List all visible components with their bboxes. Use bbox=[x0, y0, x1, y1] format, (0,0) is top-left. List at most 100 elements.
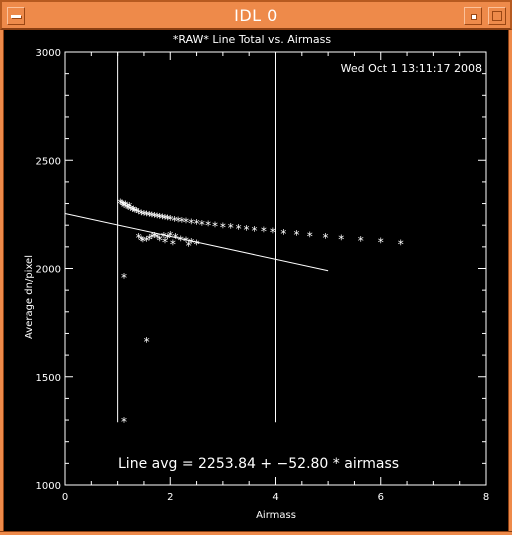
data-point: * bbox=[322, 231, 328, 245]
data-points: ****************************** * * * * * * * * * *… bbox=[117, 197, 403, 430]
data-point: * bbox=[136, 206, 142, 220]
window-titlebar[interactable]: IDL 0 bbox=[0, 0, 512, 30]
plot-canvas: *RAW* Line Total vs. Airmass Wed Oct 1 1… bbox=[4, 30, 508, 531]
data-point: * bbox=[121, 200, 127, 214]
data-point: * bbox=[132, 205, 138, 219]
data-point: * bbox=[125, 202, 131, 216]
x-axis-label: Airmass bbox=[256, 510, 296, 521]
data-point: * bbox=[170, 238, 176, 252]
data-point: * bbox=[165, 213, 171, 227]
plot-background bbox=[4, 30, 508, 531]
data-point: * bbox=[171, 214, 177, 228]
data-point: * bbox=[126, 200, 132, 214]
y-axis-label: Average dn/pixel bbox=[24, 255, 35, 339]
data-point: * bbox=[141, 208, 147, 222]
y-axis-ticks: 1000 1500 2000 2500 3000 bbox=[36, 48, 486, 492]
data-point: * bbox=[149, 231, 155, 245]
data-point: * bbox=[162, 236, 168, 250]
data-point: * bbox=[159, 212, 165, 226]
data-point: * bbox=[186, 239, 192, 253]
data-point: * bbox=[130, 203, 136, 217]
data-point: * bbox=[236, 222, 242, 236]
data-point: * bbox=[307, 229, 313, 243]
y-tick-label: 1000 bbox=[36, 481, 61, 492]
x-tick-label: 2 bbox=[167, 492, 173, 503]
data-point: * bbox=[194, 238, 200, 252]
data-point: * bbox=[188, 216, 194, 230]
vertical-lines bbox=[117, 52, 276, 423]
data-point: * bbox=[167, 213, 173, 227]
data-point: * bbox=[270, 226, 276, 240]
data-point: * bbox=[138, 207, 144, 221]
maximize-button[interactable] bbox=[488, 7, 506, 25]
data-point: * bbox=[261, 225, 267, 239]
window-border-left[interactable] bbox=[0, 30, 4, 535]
x-tick-label: 8 bbox=[483, 492, 489, 503]
data-point: * bbox=[338, 232, 344, 246]
data-point: * bbox=[161, 230, 167, 244]
menu-bar-icon bbox=[11, 15, 21, 18]
data-point: * bbox=[134, 205, 140, 219]
data-point: * bbox=[280, 227, 286, 241]
data-point: * bbox=[123, 199, 129, 213]
window-border-bottom[interactable] bbox=[0, 531, 512, 535]
data-point: * bbox=[117, 197, 123, 211]
data-point: * bbox=[228, 221, 234, 235]
data-point: * bbox=[179, 215, 185, 229]
data-point: * bbox=[162, 212, 168, 226]
fit-equation-label: Line avg = 2253.84 + −52.80 * airmass bbox=[118, 456, 399, 472]
y-tick-label: 2500 bbox=[36, 156, 61, 167]
data-point: * bbox=[138, 233, 144, 247]
data-point: * bbox=[136, 231, 142, 245]
data-point: * bbox=[378, 236, 384, 250]
chart-title: *RAW* Line Total vs. Airmass bbox=[173, 33, 331, 46]
window-border-right[interactable] bbox=[508, 30, 512, 535]
data-point: * bbox=[144, 234, 150, 248]
fit-line-group bbox=[64, 213, 329, 272]
data-point: * bbox=[294, 228, 300, 242]
data-point: * bbox=[121, 415, 127, 429]
data-point: * bbox=[398, 238, 404, 252]
data-point: * bbox=[167, 229, 173, 243]
x-tick-label: 4 bbox=[272, 492, 278, 503]
data-point: * bbox=[120, 199, 126, 213]
data-point: * bbox=[220, 220, 226, 234]
minimize-icon bbox=[471, 14, 477, 20]
maximize-icon bbox=[492, 11, 502, 21]
data-point: * bbox=[140, 234, 146, 248]
window-menu-button[interactable] bbox=[7, 7, 25, 25]
data-point: * bbox=[183, 234, 189, 248]
data-point: * bbox=[121, 271, 127, 285]
data-point: * bbox=[119, 198, 125, 212]
data-point: * bbox=[175, 214, 181, 228]
data-point: * bbox=[183, 216, 189, 230]
data-point: * bbox=[205, 219, 211, 233]
data-point: * bbox=[165, 232, 171, 246]
data-point: * bbox=[151, 230, 157, 244]
data-point: * bbox=[157, 233, 163, 247]
data-point: * bbox=[173, 231, 179, 245]
data-point: * bbox=[251, 224, 257, 238]
window-title: IDL 0 bbox=[234, 6, 278, 25]
data-point: * bbox=[146, 232, 152, 246]
data-point: * bbox=[199, 218, 205, 232]
data-point: * bbox=[149, 210, 155, 224]
data-point: * bbox=[188, 236, 194, 250]
x-tick-label: 0 bbox=[62, 492, 68, 503]
data-point: * bbox=[144, 208, 150, 222]
data-point: * bbox=[244, 223, 250, 237]
fit-line bbox=[64, 213, 329, 272]
minimize-button[interactable] bbox=[464, 7, 482, 25]
data-point: * bbox=[128, 203, 134, 217]
data-point: * bbox=[157, 211, 163, 225]
data-point: * bbox=[146, 209, 152, 223]
y-tick-label: 1500 bbox=[36, 373, 61, 384]
data-point: * bbox=[212, 219, 218, 233]
data-point: * bbox=[358, 234, 364, 248]
data-point: * bbox=[129, 204, 135, 218]
data-point: * bbox=[194, 217, 200, 231]
data-point: * bbox=[124, 201, 130, 215]
y-tick-label: 2000 bbox=[36, 265, 61, 276]
data-point: * bbox=[144, 335, 150, 349]
